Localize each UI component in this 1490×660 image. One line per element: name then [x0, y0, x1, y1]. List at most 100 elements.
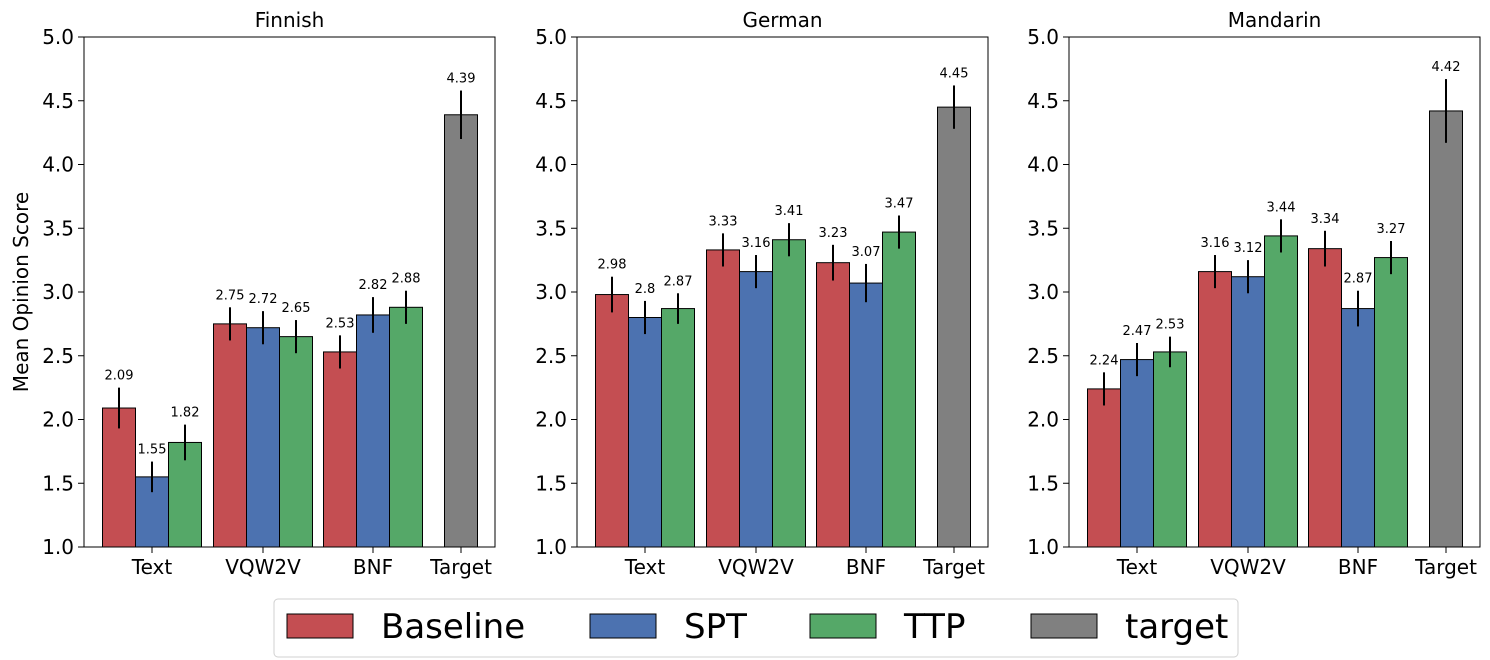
data-label: 2.24 — [1090, 353, 1119, 368]
legend-item-target: target — [1030, 607, 1228, 647]
y-tick-label: 2.0 — [1027, 408, 1059, 432]
y-tick-label: 4.0 — [42, 153, 74, 177]
bar-ttp-vqw2v — [1264, 235, 1298, 548]
panel-mandarin: Mandarin 2.24 3.16 3.34 2.47 3.12 2.87 2.53 3.44… — [1027, 8, 1481, 579]
x-tick-label: Target — [922, 555, 985, 579]
bar-baseline-vqw2v — [213, 323, 247, 548]
bar-baseline-vqw2v — [706, 249, 740, 548]
y-tick-label: 5.0 — [535, 25, 567, 49]
panel-german: German 2.98 3.33 3.23 2.8 3.16 3.07 2.87 3.41 3.4… — [535, 8, 989, 579]
data-label: 3.16 — [742, 236, 771, 251]
y-tick-label: 1.5 — [1027, 471, 1059, 495]
legend-swatch — [809, 613, 877, 639]
bar-baseline-text — [1087, 388, 1121, 548]
bar-spt-vqw2v — [739, 271, 773, 548]
y-tick-label: 1.0 — [535, 535, 567, 559]
legend-frame — [273, 598, 1239, 658]
data-label: 2.53 — [1156, 318, 1185, 333]
legend-swatch — [1030, 613, 1098, 639]
bar-target — [444, 114, 478, 548]
bar-baseline-text — [102, 407, 136, 548]
data-label: 3.44 — [1267, 200, 1296, 215]
bar-target — [937, 106, 971, 548]
bar-ttp-text — [1153, 351, 1187, 548]
panel-title: German — [742, 8, 822, 32]
legend-swatch — [286, 613, 354, 639]
data-label: 2.75 — [216, 288, 245, 303]
x-tick-label: Text — [1116, 555, 1158, 579]
data-label: 3.27 — [1377, 222, 1406, 237]
bar-spt-vqw2v — [246, 327, 280, 548]
bar-spt-bnf — [849, 282, 883, 548]
legend-item-ttp: TTP — [809, 607, 965, 647]
data-label: 4.39 — [447, 72, 476, 87]
data-label: 3.12 — [1234, 241, 1263, 256]
bar-baseline-text — [595, 294, 629, 548]
x-tick-label: VQW2V — [1210, 555, 1286, 579]
bar-target — [1429, 110, 1463, 548]
x-tick-label: Text — [624, 555, 666, 579]
data-label: 2.88 — [392, 272, 421, 287]
data-label: 2.65 — [282, 301, 311, 316]
y-tick-label: 2.5 — [42, 344, 74, 368]
y-tick-label: 1.5 — [535, 471, 567, 495]
x-tick-label: VQW2V — [225, 555, 301, 579]
panel-title: Mandarin — [1228, 8, 1322, 32]
y-tick-label: 5.0 — [42, 25, 74, 49]
data-label: 3.33 — [709, 214, 738, 229]
data-label: 4.45 — [940, 66, 969, 81]
y-tick-label: 2.5 — [1027, 344, 1059, 368]
y-axis-label: Mean Opinion Score — [9, 192, 33, 392]
x-tick-label: Text — [131, 555, 173, 579]
bar-ttp-text — [661, 308, 695, 548]
y-tick-label: 4.0 — [535, 153, 567, 177]
data-label: 2.8 — [635, 282, 656, 297]
x-tick-label: BNF — [1338, 555, 1378, 579]
panel-title: Finnish — [255, 8, 325, 32]
bar-baseline-bnf — [323, 351, 357, 548]
data-label: 3.16 — [1201, 236, 1230, 251]
data-label: 2.87 — [664, 274, 693, 289]
data-label: 1.82 — [171, 406, 200, 421]
data-label: 3.47 — [885, 197, 914, 212]
bar-ttp-bnf — [882, 231, 916, 548]
data-label: 3.07 — [852, 245, 881, 260]
y-tick-label: 3.5 — [535, 216, 567, 240]
y-tick-label: 1.5 — [42, 471, 74, 495]
data-label: 3.41 — [775, 204, 804, 219]
legend-label: TTP — [903, 607, 965, 647]
legend-item-baseline: Baseline — [286, 607, 525, 647]
y-tick-label: 2.0 — [535, 408, 567, 432]
data-label: 2.53 — [326, 316, 355, 331]
data-label: 4.42 — [1432, 60, 1461, 75]
x-tick-label: BNF — [846, 555, 886, 579]
data-label: 2.72 — [249, 292, 278, 307]
bar-ttp-vqw2v — [279, 336, 313, 548]
data-label: 2.82 — [359, 278, 388, 293]
panels: Finnish 2.09 2.75 2.53 1.55 2.72 2.82 1.82 2.65 2… — [42, 8, 1481, 579]
bar-spt-text — [628, 317, 662, 548]
data-label: 2.47 — [1123, 324, 1152, 339]
data-label: 2.09 — [105, 369, 134, 384]
y-tick-label: 4.5 — [1027, 89, 1059, 113]
bar-baseline-bnf — [816, 262, 850, 548]
bar-spt-bnf — [1341, 308, 1375, 548]
x-tick-label: VQW2V — [718, 555, 794, 579]
bar-baseline-vqw2v — [1198, 271, 1232, 548]
x-tick-label: Target — [1414, 555, 1477, 579]
x-tick-label: Target — [429, 555, 492, 579]
y-tick-label: 5.0 — [1027, 25, 1059, 49]
y-tick-label: 3.0 — [1027, 280, 1059, 304]
y-tick-label: 4.5 — [42, 89, 74, 113]
bar-spt-text — [1120, 359, 1154, 548]
legend-swatch — [589, 613, 657, 639]
bar-ttp-bnf — [1374, 257, 1408, 548]
legend-label: SPT — [684, 607, 747, 647]
data-label: 3.23 — [819, 226, 848, 241]
bar-spt-vqw2v — [1231, 276, 1265, 548]
legend: Baseline SPT TTP target — [273, 598, 1239, 658]
bar-ttp-vqw2v — [772, 239, 806, 548]
data-label: 3.34 — [1311, 212, 1340, 227]
data-label: 2.98 — [598, 258, 627, 273]
